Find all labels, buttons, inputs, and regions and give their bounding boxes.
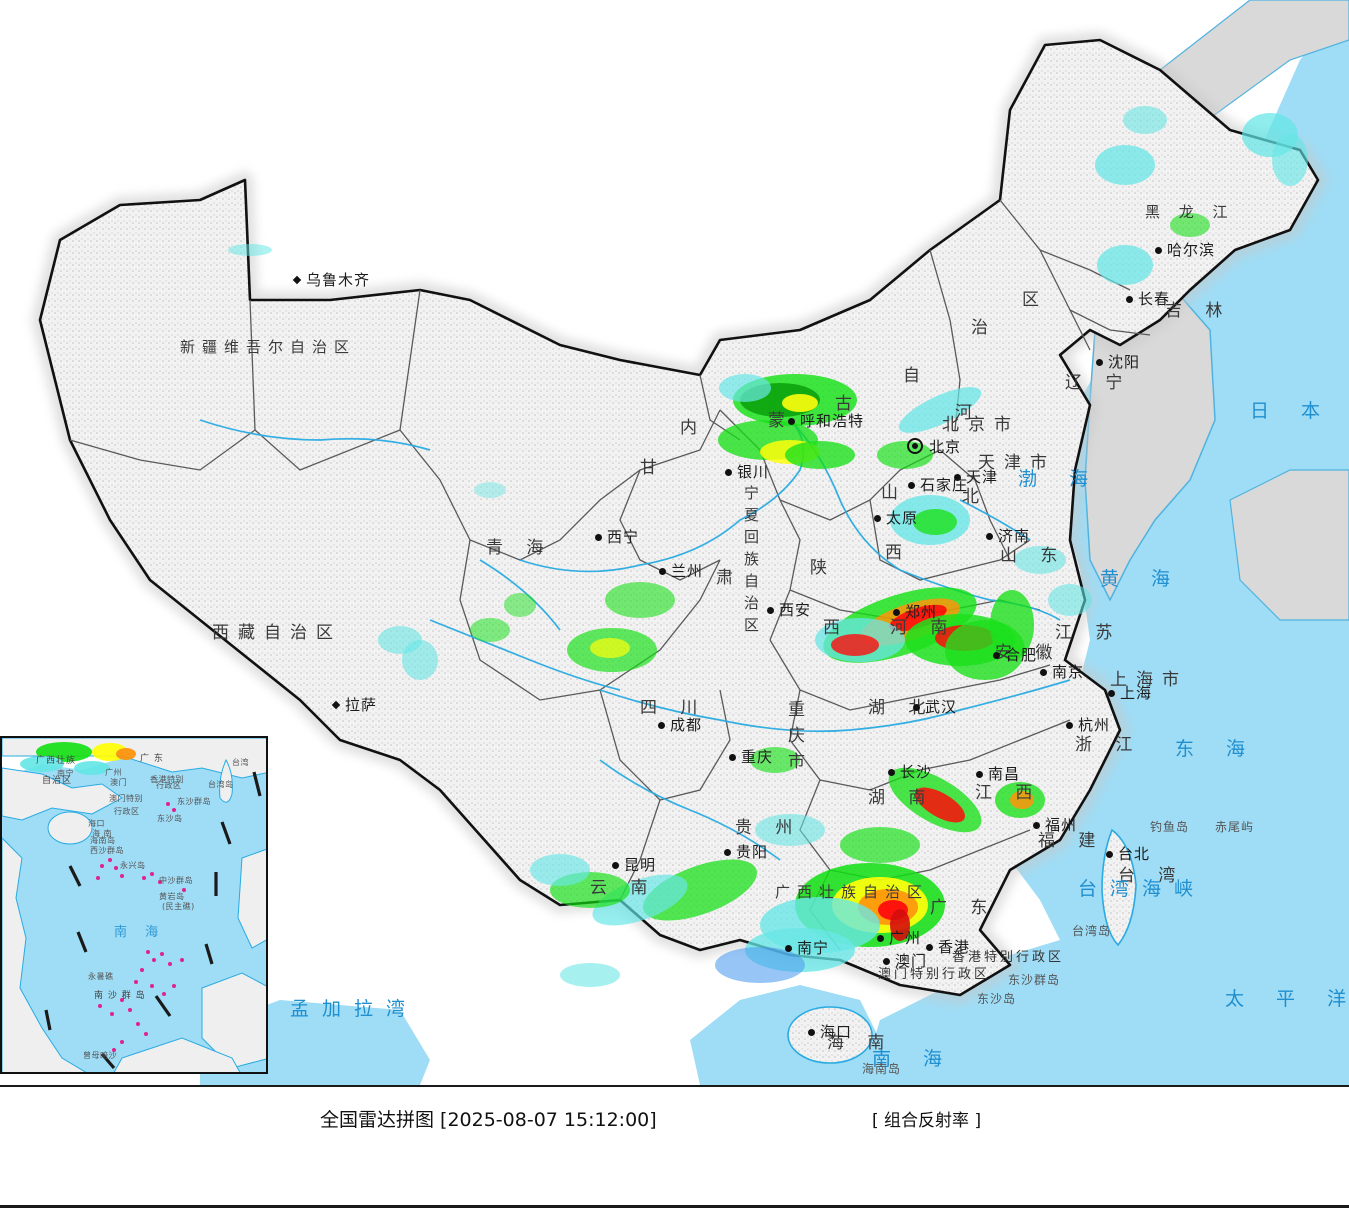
- city-marker-25: [724, 849, 731, 856]
- city-marker-17: [1040, 669, 1047, 676]
- city-marker-4: [725, 469, 732, 476]
- city-marker-21: [658, 722, 665, 729]
- radar-map[interactable]: 新疆维吾尔自治区 西藏自治区青 海甘肃内蒙古自治区宁夏回族自治区陕西山西河北山 东…: [0, 0, 1349, 1085]
- city-marker-29: [877, 935, 884, 942]
- city-marker-10: [986, 533, 993, 540]
- city-marker-16: [993, 652, 1000, 659]
- city-marker-24: [976, 771, 983, 778]
- legend-product-label: [ 组合反射率 ]: [872, 1111, 982, 1131]
- city-marker-8: [908, 482, 915, 489]
- city-marker-30: [926, 944, 933, 951]
- city-marker-11: [1096, 359, 1103, 366]
- city-marker-18: [1108, 690, 1115, 697]
- city-marker-33: [808, 1029, 815, 1036]
- city-marker-14: [767, 607, 774, 614]
- city-marker-5: [788, 418, 795, 425]
- legend-panel: 全国雷达拼图 [2025-08-07 15:12:00] [ 组合反射率 ] d…: [0, 1085, 1349, 1208]
- inset-geometry: [2, 738, 266, 1072]
- legend-title: 全国雷达拼图 [2025-08-07 15:12:00]: [320, 1109, 657, 1131]
- city-marker-31: [883, 958, 890, 965]
- city-marker-3: [659, 568, 666, 575]
- city-marker-32: [1106, 851, 1113, 858]
- city-marker-13: [1155, 247, 1162, 254]
- city-marker-28: [785, 945, 792, 952]
- south-china-sea-inset[interactable]: 广西壮族 自治区广 东南宁 广州 香港特别 行政区 澳门 澳门特别 行政区 台湾 台湾岛 东沙群岛东…: [0, 736, 268, 1074]
- city-marker-15: [893, 609, 900, 616]
- map-geometry: [31, 0, 1349, 1085]
- capital-marker-6: [907, 438, 923, 454]
- city-marker-12: [1126, 296, 1133, 303]
- city-marker-20: [1066, 722, 1073, 729]
- bottom-rule: [0, 1205, 1349, 1208]
- city-marker-7: [954, 474, 961, 481]
- city-marker-9: [874, 515, 881, 522]
- city-marker-2: [595, 534, 602, 541]
- city-marker-27: [612, 862, 619, 869]
- city-marker-22: [729, 754, 736, 761]
- city-marker-23: [888, 769, 895, 776]
- city-marker-26: [1033, 822, 1040, 829]
- city-marker-19: [913, 704, 920, 711]
